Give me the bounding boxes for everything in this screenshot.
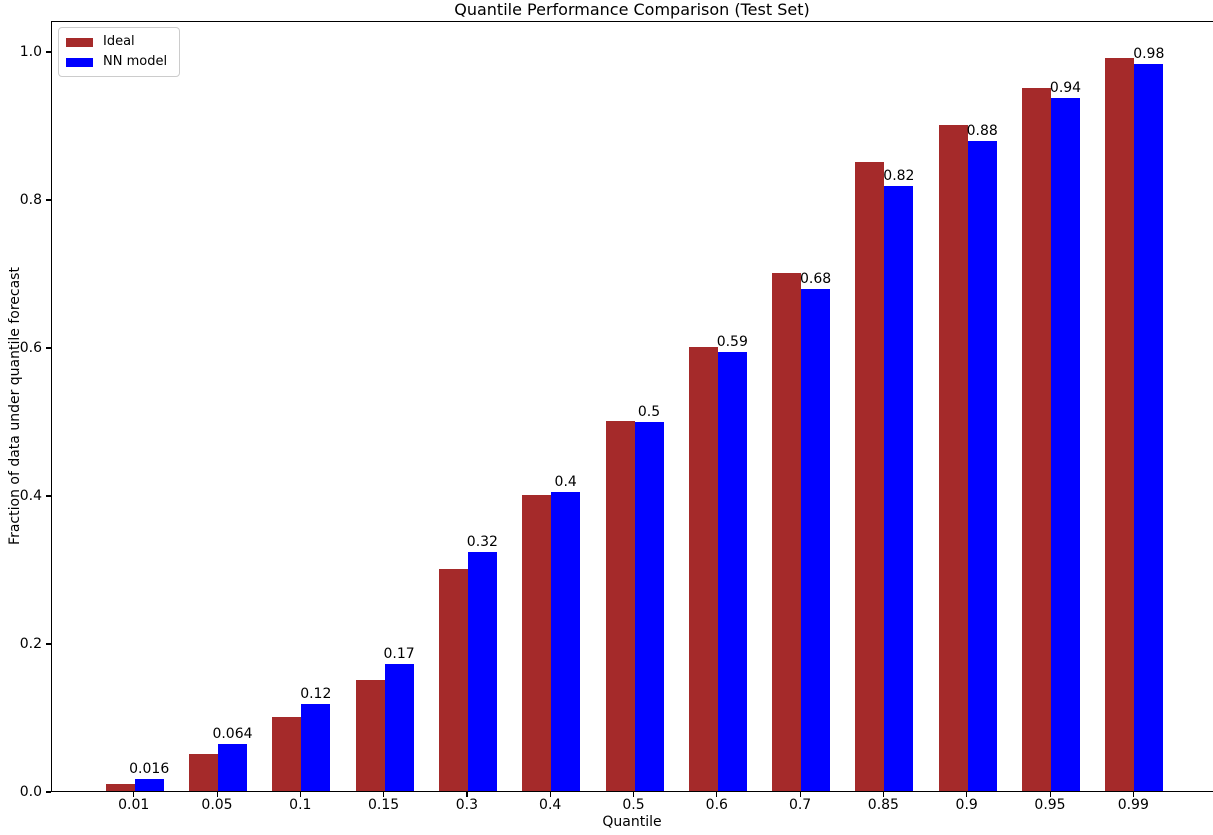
y-tick-0.8: [46, 199, 51, 201]
bar-ideal-0.1: [272, 717, 302, 791]
bar-ideal-0.01: [105, 783, 135, 791]
x-tick-label-0.05: 0.05: [201, 797, 233, 813]
y-tick-label-0.8: 0.8: [19, 191, 42, 208]
y-tick-label-0.0: 0.0: [19, 783, 42, 800]
bar-value-label-0.5: 0.5: [637, 404, 661, 421]
bar-value-label-0.1: 0.12: [300, 685, 332, 702]
x-tick-0.01: [133, 792, 135, 797]
bar-value-label-0.85: 0.82: [883, 167, 915, 184]
x-tick-0.05: [216, 792, 218, 797]
x-tick-0.85: [882, 792, 885, 797]
x-tick-0.5: [633, 792, 635, 797]
bar-value-label-0.05: 0.064: [212, 725, 253, 742]
bar-ideal-0.6: [688, 347, 718, 791]
x-tick-label-0.9: 0.9: [955, 797, 978, 813]
bar-value-label-0.9: 0.88: [966, 123, 998, 140]
legend-item-ideal: Ideal: [66, 34, 167, 50]
bar-ideal-0.15: [355, 680, 385, 791]
x-tick-label-0.4: 0.4: [539, 797, 562, 813]
y-tick-0.0: [46, 791, 51, 793]
x-tick-0.15: [383, 792, 385, 797]
x-axis-label: Quantile: [602, 814, 662, 830]
legend-item-nn-model: NN model: [66, 54, 167, 70]
bar-value-label-0.7: 0.68: [800, 271, 832, 288]
bar-nn-model-0.3: [467, 551, 497, 791]
x-tick-label-0.5: 0.5: [622, 797, 645, 813]
bar-nn-model-0.6: [717, 352, 747, 791]
plot-area: 0.016 0.064 0.12 0.17 0.32 0.4 0.5 0.59 0.68 0.82…: [51, 21, 1213, 792]
x-tick-0.6: [716, 792, 718, 797]
bar-nn-model-0.05: [218, 743, 247, 791]
y-tick-label-0.4: 0.4: [19, 487, 42, 504]
y-tick-0.4: [46, 495, 51, 497]
bar-value-label-0.99: 0.98: [1133, 45, 1165, 62]
chart-title: Quantile Performance Comparison (Test Se…: [454, 0, 810, 19]
bar-value-label-0.95: 0.94: [1049, 80, 1082, 97]
bar-nn-model-0.15: [384, 663, 414, 791]
bar-nn-model-0.85: [884, 185, 914, 791]
x-tick-0.3: [466, 792, 468, 797]
y-tick-label-1.0: 1.0: [19, 43, 42, 60]
bar-value-label-0.4: 0.4: [554, 474, 577, 491]
x-tick-label-0.99: 0.99: [1117, 797, 1149, 813]
bar-ideal-0.95: [1022, 88, 1051, 791]
bar-ideal-0.5: [605, 421, 635, 791]
bar-ideal-0.4: [522, 495, 552, 791]
x-tick-0.7: [799, 792, 801, 797]
nn-model-color-swatch: [66, 57, 93, 67]
bar-ideal-0.3: [438, 569, 468, 791]
bar-ideal-0.7: [772, 273, 802, 791]
x-tick-label-0.85: 0.85: [867, 797, 899, 813]
bar-ideal-0.05: [189, 754, 218, 791]
bar-nn-model-0.95: [1051, 98, 1080, 791]
x-tick-0.4: [549, 792, 551, 797]
bar-nn-model-0.5: [634, 422, 664, 791]
y-tick-0.6: [46, 347, 51, 349]
legend: Ideal NN model: [58, 27, 181, 77]
bar-value-label-0.15: 0.17: [383, 645, 415, 662]
x-tick-label-0.6: 0.6: [705, 797, 728, 813]
x-tick-label-0.1: 0.1: [289, 797, 312, 813]
bar-nn-model-0.7: [801, 289, 831, 791]
x-tick-0.95: [1049, 792, 1051, 797]
legend-label-ideal: Ideal: [103, 34, 135, 49]
x-tick-label-0.95: 0.95: [1034, 797, 1066, 813]
bar-nn-model-0.9: [967, 141, 997, 791]
x-tick-0.9: [966, 792, 968, 797]
bar-value-label-0.01: 0.016: [129, 761, 170, 778]
bar-nn-model-0.01: [134, 779, 164, 791]
bar-ideal-0.9: [938, 125, 968, 791]
x-tick-label-0.15: 0.15: [368, 797, 400, 813]
x-tick-label-0.01: 0.01: [118, 797, 150, 813]
y-tick-label-0.6: 0.6: [19, 339, 42, 356]
y-tick-1.0: [46, 51, 51, 53]
y-tick-label-0.2: 0.2: [19, 635, 42, 652]
bar-nn-model-0.99: [1134, 63, 1164, 791]
legend-label-nn-model: NN model: [103, 54, 168, 69]
x-tick-label-0.3: 0.3: [455, 797, 479, 813]
x-tick-0.1: [299, 792, 301, 797]
y-tick-0.2: [46, 643, 51, 645]
bar-value-label-0.3: 0.32: [466, 533, 498, 550]
ideal-color-swatch: [66, 37, 93, 47]
bar-ideal-0.85: [855, 162, 885, 791]
bar-nn-model-0.1: [301, 703, 331, 791]
bar-nn-model-0.4: [551, 492, 581, 791]
x-tick-0.99: [1132, 792, 1134, 797]
bar-ideal-0.99: [1105, 58, 1135, 791]
x-tick-label-0.7: 0.7: [788, 797, 812, 813]
bar-value-label-0.6: 0.59: [716, 334, 748, 351]
